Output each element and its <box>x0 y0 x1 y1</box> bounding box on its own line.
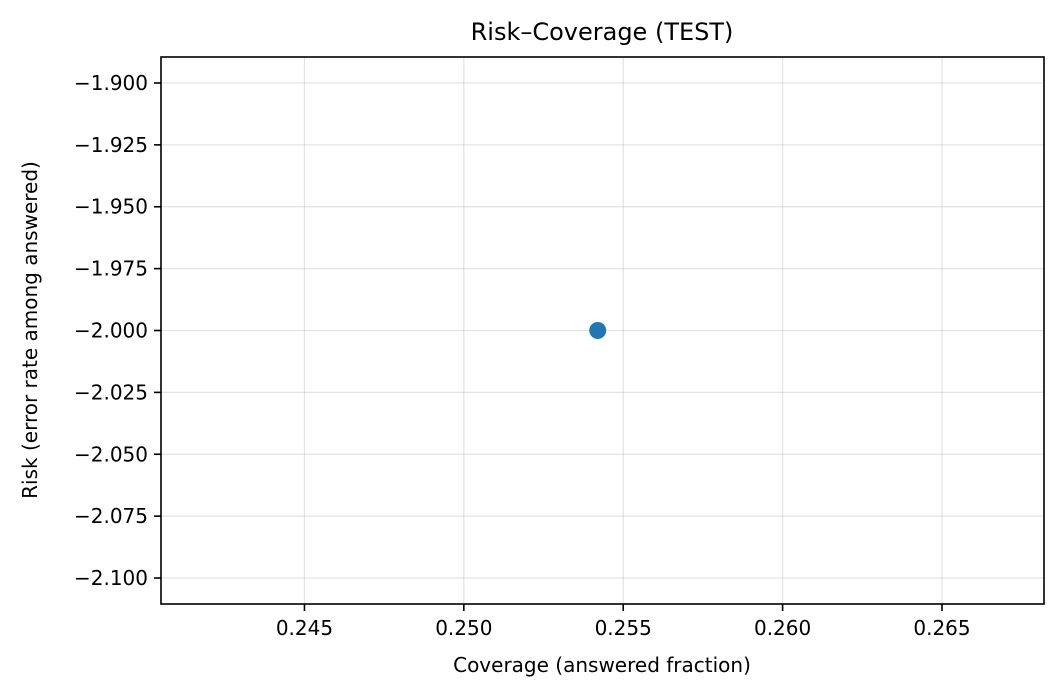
data-point <box>589 322 607 339</box>
y-tick-label: −2.075 <box>74 504 148 528</box>
y-tick-label: −2.100 <box>74 566 148 590</box>
x-tick-label: 0.260 <box>754 616 811 640</box>
y-tick-label: −2.050 <box>74 442 148 466</box>
x-tick-label: 0.255 <box>595 616 652 640</box>
chart-title: Risk–Coverage (TEST) <box>471 18 734 46</box>
x-axis-label: Coverage (answered fraction) <box>453 653 751 677</box>
y-tick-label: −2.000 <box>74 319 148 343</box>
y-tick-label: −2.025 <box>74 380 148 404</box>
plot-frame <box>160 56 1045 605</box>
ticks-layer: 0.245 0.250 0.255 0.260 0.265 −1.900 −1.925 −1.… <box>74 71 971 640</box>
points-layer <box>589 322 607 339</box>
y-tick-label: −1.900 <box>74 71 148 95</box>
y-axis-label: Risk (error rate among answered) <box>18 161 42 499</box>
y-tick-label: −1.925 <box>74 133 148 157</box>
y-tick-label: −1.975 <box>74 257 148 281</box>
x-tick-label: 0.250 <box>435 616 492 640</box>
grid-layer <box>161 57 1044 604</box>
x-tick-label: 0.245 <box>276 616 333 640</box>
x-tick-label: 0.265 <box>913 616 970 640</box>
y-tick-label: −1.950 <box>74 195 148 219</box>
